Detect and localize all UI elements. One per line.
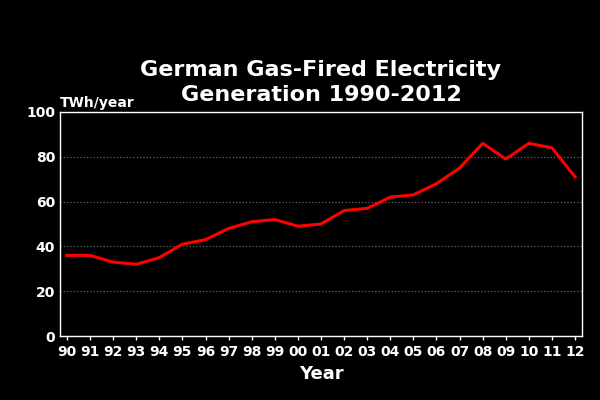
Text: TWh/year: TWh/year xyxy=(60,96,135,110)
X-axis label: Year: Year xyxy=(299,364,343,382)
Title: German Gas-Fired Electricity
Generation 1990-2012: German Gas-Fired Electricity Generation … xyxy=(140,60,502,105)
